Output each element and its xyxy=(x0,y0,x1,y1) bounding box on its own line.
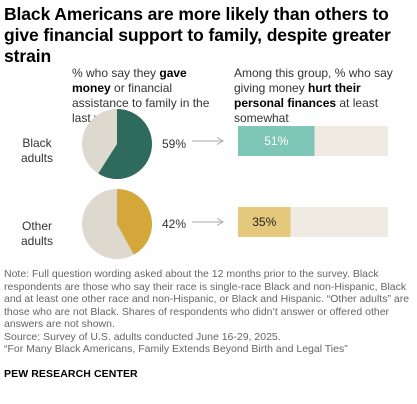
pew-brand-logo: PEW RESEARCH CENTER xyxy=(4,368,138,380)
pie-value-label-1: 42% xyxy=(162,217,187,231)
bar-value-label-1: 35% xyxy=(252,215,276,229)
bar-fill-0 xyxy=(238,126,315,156)
notes-block: Note: Full question wording asked about … xyxy=(4,268,412,356)
note-text: Note: Full question wording asked about … xyxy=(4,268,410,330)
arrow-head-1 xyxy=(216,218,224,226)
report-title: “For Many Black Americans, Family Extend… xyxy=(4,343,348,355)
chart-canvas: 51% 35% xyxy=(82,109,388,259)
left-header-bold: gave money xyxy=(72,66,187,95)
pie-slice-1 xyxy=(117,189,152,255)
bar-fill-1 xyxy=(238,207,291,237)
pie-value-label-0: 59% xyxy=(162,137,187,151)
chart-title: Black Americans are more likely than oth… xyxy=(4,4,391,66)
left-header-pre: % who say they xyxy=(72,66,160,80)
pie-slice-0 xyxy=(98,109,153,179)
right-header-bold: hurt their personal finances xyxy=(234,81,361,110)
bar-value-label-0: 51% xyxy=(264,134,288,148)
right-header-post: at least somewhat xyxy=(234,96,379,125)
category-label-0: Black adults xyxy=(20,136,54,165)
right-header-pre: Among this group, % who say giving money xyxy=(234,66,393,95)
arrow-head-0 xyxy=(216,137,224,145)
category-label-1: Other adults xyxy=(20,219,54,248)
right-column-header: Among this group, % who say giving money… xyxy=(234,66,412,126)
source-text: Source: Survey of U.S. adults conducted … xyxy=(4,330,281,343)
